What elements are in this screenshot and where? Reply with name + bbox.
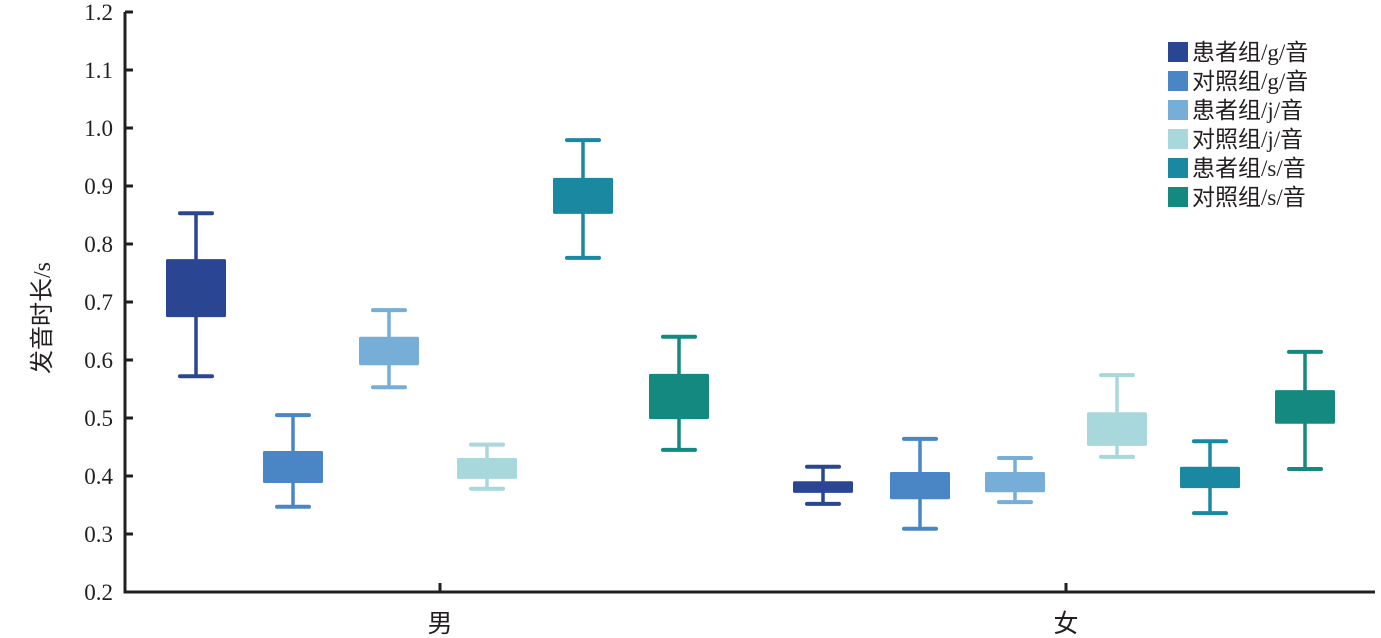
y-tick-label: 1.0 [84, 116, 113, 141]
y-tick-label: 0.5 [84, 406, 113, 431]
box-iqr [1275, 390, 1335, 424]
y-tick-label: 0.4 [84, 464, 113, 489]
box-iqr [890, 471, 950, 500]
x-tick-label: 女 [1053, 610, 1078, 638]
y-tick-label: 1.2 [84, 0, 113, 25]
y-tick-label: 0.7 [84, 290, 113, 315]
box-female-3 [1087, 373, 1147, 459]
box-iqr [359, 336, 419, 366]
y-tick-label: 0.3 [84, 522, 113, 547]
box-iqr [1180, 466, 1240, 489]
y-tick-label: 0.8 [84, 232, 113, 257]
legend-label: 患者组/s/音 [1192, 156, 1306, 181]
legend-label: 对照组/g/音 [1192, 69, 1308, 94]
box-female-1 [890, 436, 950, 531]
x-tick-label: 男 [427, 611, 452, 638]
legend-label: 患者组/g/音 [1192, 40, 1308, 65]
box-female-2 [985, 456, 1045, 505]
legend-swatch [1168, 129, 1188, 149]
y-tick-label: 0.9 [84, 174, 113, 199]
legend-swatch [1168, 71, 1188, 91]
legend-swatch [1168, 100, 1188, 120]
y-tick-label: 0.2 [84, 580, 113, 605]
box-iqr [793, 481, 853, 493]
box-female-0 [793, 464, 853, 506]
box-male-4 [553, 138, 613, 260]
legend: 患者组/g/音对照组/g/音患者组/j/音对照组/j/音患者组/s/音对照组/s… [1168, 40, 1308, 210]
box-male-5 [649, 334, 709, 452]
box-male-2 [359, 308, 419, 390]
legend-swatch [1168, 158, 1188, 178]
box-iqr [166, 259, 226, 318]
legend-label: 患者组/j/音 [1192, 98, 1303, 123]
axes: 0.2 0.3 0.4 0.5 0.6 0.7 0.8 0.9 1.0 1.1 1.2 男 女 [84, 0, 1375, 638]
legend-swatch [1168, 187, 1188, 207]
box-iqr [985, 471, 1045, 493]
legend-label: 对照组/j/音 [1192, 127, 1303, 152]
box-iqr [649, 373, 709, 420]
box-iqr [1087, 412, 1147, 446]
box-iqr [263, 451, 323, 483]
legend-swatch [1168, 42, 1188, 62]
box-female-4 [1180, 439, 1240, 516]
box-male-0 [166, 211, 226, 379]
y-axis-label: 发音时长/s [29, 262, 56, 374]
y-tick-label: 0.6 [84, 348, 113, 373]
legend-label: 对照组/s/音 [1192, 185, 1306, 210]
y-tick-label: 1.1 [84, 58, 113, 83]
box-iqr [457, 458, 517, 479]
box-female-5 [1275, 349, 1335, 472]
box-iqr [553, 177, 613, 214]
box-male-3 [457, 442, 517, 491]
box-male-1 [263, 413, 323, 509]
boxes [166, 138, 1335, 531]
